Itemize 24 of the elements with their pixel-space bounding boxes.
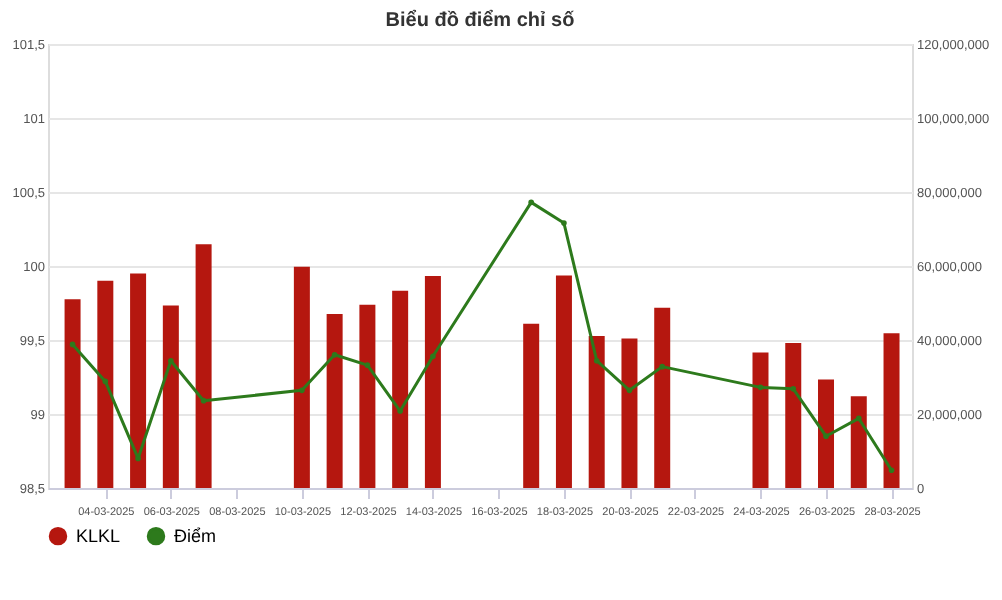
legend-label: KLKL — [76, 526, 121, 547]
bar — [883, 333, 900, 488]
bar — [785, 342, 802, 488]
bar — [195, 244, 212, 488]
bar — [424, 275, 441, 488]
bar — [588, 335, 605, 488]
bar — [654, 307, 671, 488]
bar — [392, 290, 409, 488]
bar — [326, 314, 343, 488]
bar — [293, 266, 310, 488]
bar — [850, 396, 867, 488]
bar — [555, 275, 572, 488]
bar — [752, 352, 769, 488]
bar — [97, 280, 114, 488]
bar — [523, 323, 540, 488]
bar — [818, 379, 835, 488]
bar — [621, 338, 638, 488]
bar — [359, 304, 376, 488]
legend-label: Điểm — [174, 526, 217, 547]
bar — [130, 273, 147, 488]
chart-title: Biểu đồ điểm chỉ số — [385, 8, 575, 32]
line-series — [71, 200, 894, 472]
bar — [64, 299, 81, 488]
bar — [162, 305, 179, 488]
